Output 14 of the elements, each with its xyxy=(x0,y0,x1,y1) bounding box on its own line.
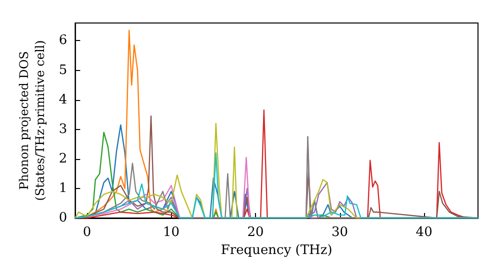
y-tick-label: 5 xyxy=(58,62,68,78)
y-tick-label: 6 xyxy=(58,33,68,48)
y-tick-label: 4 xyxy=(58,92,68,108)
x-tick-label: 10 xyxy=(162,225,180,240)
y-tick-label: 3 xyxy=(58,122,68,137)
x-tick-label: 0 xyxy=(82,225,92,240)
x-tick-label: 30 xyxy=(332,225,348,240)
y-axis-title: Phonon projected DOS (States/THz·primitive cell) xyxy=(17,40,47,201)
x-tick-label: 20 xyxy=(247,225,264,240)
x-axis-title: Frequency (THz) xyxy=(220,242,332,258)
y-tick-label: 2 xyxy=(58,151,68,166)
y-tick-label: 1 xyxy=(58,180,68,196)
x-tick-label: 40 xyxy=(416,225,432,240)
y-tick-label: 0 xyxy=(58,210,68,226)
